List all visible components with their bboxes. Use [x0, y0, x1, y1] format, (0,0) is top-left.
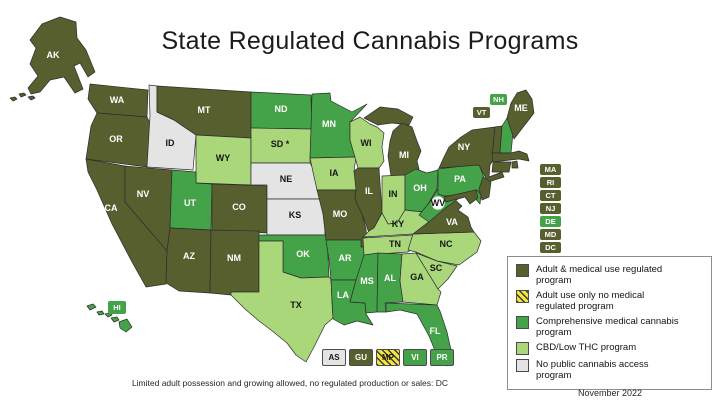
page-title: State Regulated Cannabis Programs: [161, 27, 579, 55]
territory-box-pr: PR: [430, 349, 454, 366]
legend: Adult & medical use regulated program Ad…: [507, 256, 712, 391]
state-label-me: ME: [514, 103, 528, 113]
state-label-ar: AR: [339, 253, 352, 263]
state-ri: [511, 160, 519, 169]
state-box-ct: CT: [540, 190, 561, 201]
state-ak: [27, 16, 96, 95]
state-box-de: DE: [540, 216, 561, 227]
legend-item: Adult use only no medical regulated prog…: [516, 290, 703, 312]
state-label-nv: NV: [137, 189, 150, 199]
state-label-or: OR: [109, 134, 123, 144]
state-label-ks: KS: [289, 210, 302, 220]
legend-item: No public cannabis access program: [516, 359, 703, 381]
territory-box-gu: GU: [349, 349, 373, 366]
legend-item: Comprehensive medical cannabis program: [516, 316, 703, 338]
state-il: [353, 167, 383, 234]
territory-box-vi: VI: [403, 349, 427, 366]
footnote: Limited adult possession and growing all…: [131, 378, 449, 388]
state-label-sd: SD *: [271, 139, 290, 149]
state-ma: [491, 150, 530, 163]
state-label-mn: MN: [322, 119, 336, 129]
legend-label: Adult use only no medical regulated prog…: [536, 290, 645, 313]
state-label-oh: OH: [413, 183, 427, 193]
state-label-mo: MO: [333, 209, 348, 219]
state-label-fl: FL: [430, 326, 441, 336]
state-nj: [478, 176, 492, 201]
state-label-ny: NY: [458, 142, 471, 152]
callout-box-vt: VT: [473, 107, 490, 118]
state-nc: [407, 231, 482, 266]
legend-label: Adult & medical use regulated program: [536, 264, 663, 287]
state-box-dc: DC: [540, 242, 561, 253]
state-label-wy: WY: [216, 153, 231, 163]
callout-box-hi: HI: [108, 301, 126, 314]
legend-label: Comprehensive medical cannabis program: [536, 316, 679, 339]
state-label-ca: CA: [105, 203, 118, 213]
state-label-ga: GA: [410, 272, 424, 282]
state-label-tx: TX: [290, 300, 302, 310]
state-tx: [230, 240, 334, 363]
state-box-md: MD: [540, 229, 561, 240]
state-wi: [349, 116, 385, 169]
state-label-ok: OK: [296, 249, 310, 259]
legend-swatch-adult-only: [516, 290, 529, 304]
callout-box-nh: NH: [490, 94, 507, 105]
territory-box-as: AS: [322, 349, 346, 366]
state-box-ri: RI: [540, 177, 561, 188]
state-label-ak: AK: [47, 50, 60, 60]
legend-item: Adult & medical use regulated program: [516, 264, 703, 286]
state-label-az: AZ: [183, 251, 195, 261]
state-me: [506, 89, 535, 140]
legend-item: CBD/Low THC program: [516, 342, 703, 356]
state-box-nj: NJ: [540, 203, 561, 214]
legend-swatch-cbd: [516, 342, 529, 356]
state-label-wv: WV: [431, 198, 446, 208]
state-label-la: LA: [337, 290, 349, 300]
state-label-il: IL: [365, 186, 374, 196]
state-label-nc: NC: [440, 239, 453, 249]
state-label-mi: MI: [399, 150, 409, 160]
territory-box-mp: MP: [376, 349, 400, 366]
map-date: November 2022: [577, 388, 643, 398]
state-label-wa: WA: [110, 95, 125, 105]
state-label-mt: MT: [198, 105, 211, 115]
state-mi-upper: [363, 106, 414, 126]
state-label-nm: NM: [227, 253, 241, 263]
state-box-ma: MA: [540, 164, 561, 175]
state-label-tn: TN: [389, 239, 401, 249]
state-label-al: AL: [384, 273, 396, 283]
legend-swatch-medical: [516, 316, 529, 330]
state-label-pa: PA: [454, 174, 466, 184]
state-mi: [387, 122, 422, 177]
state-label-sc: SC: [430, 263, 443, 273]
state-label-ms: MS: [360, 276, 374, 286]
state-label-ia: IA: [330, 168, 340, 178]
legend-label: No public cannabis access program: [536, 359, 649, 382]
state-md: [443, 189, 479, 205]
wv-label-badge: [431, 196, 445, 210]
state-label-ut: UT: [184, 198, 196, 208]
state-ak-islands: [9, 92, 36, 102]
state-label-co: CO: [232, 202, 246, 212]
state-label-id: ID: [166, 138, 176, 148]
legend-swatch-none: [516, 359, 529, 373]
legend-swatch-adult-medical: [516, 264, 529, 277]
legend-label: CBD/Low THC program: [536, 342, 637, 354]
state-label-wi: WI: [361, 138, 372, 148]
state-label-in: IN: [389, 189, 398, 199]
state-label-ne: NE: [280, 174, 293, 184]
state-label-nd: ND: [275, 104, 288, 114]
state-ct: [491, 161, 512, 173]
state-label-va: VA: [446, 217, 458, 227]
state-hi-islands: [86, 303, 133, 333]
state-label-ky: KY: [392, 219, 405, 229]
